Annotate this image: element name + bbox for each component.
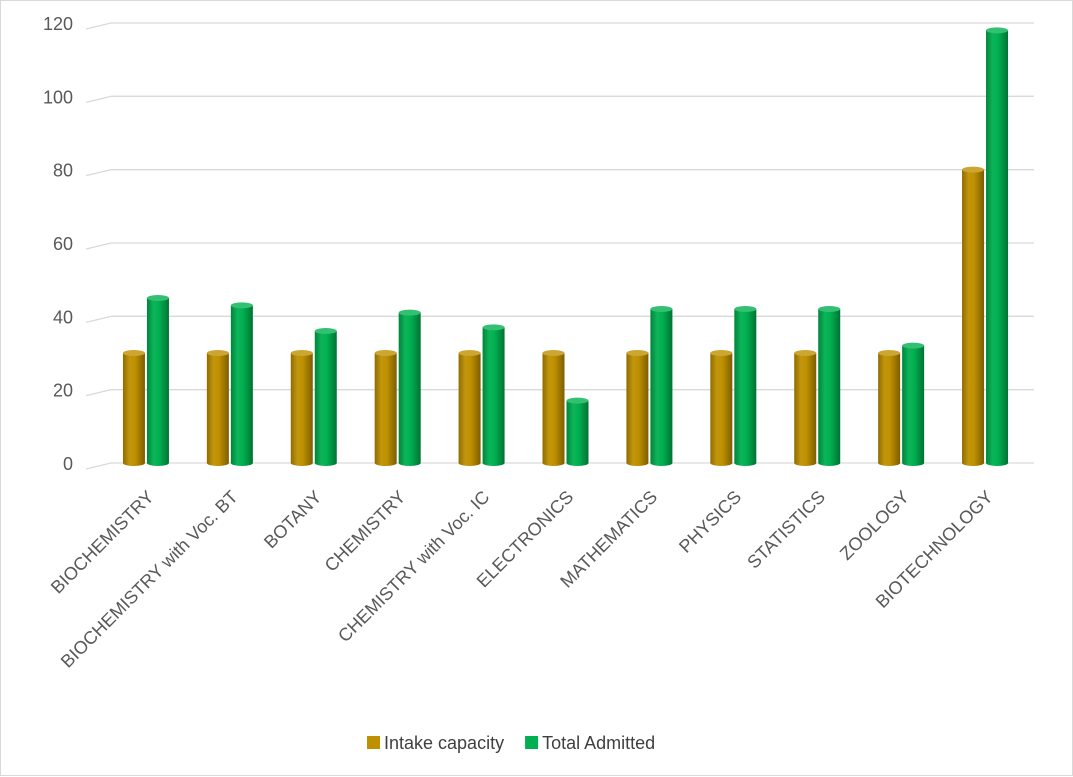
legend: Intake capacity Total Admitted — [367, 733, 655, 753]
x-tick-label: BIOCHEMISTRY with Voc. BT — [57, 487, 242, 672]
bar — [962, 166, 985, 466]
x-tick-label: ZOOLOGY — [836, 487, 913, 564]
bar — [566, 397, 589, 466]
gridline-depth — [85, 389, 112, 397]
bar — [794, 350, 817, 466]
bar — [146, 295, 169, 466]
bar — [650, 306, 673, 466]
y-tick-label: 0 — [63, 454, 73, 474]
gridline-depth — [85, 95, 112, 103]
bar — [206, 350, 229, 466]
gridline-depth — [85, 242, 112, 250]
bar — [458, 350, 481, 466]
gridlines — [85, 22, 1034, 470]
legend-label: Total Admitted — [542, 733, 655, 753]
bar — [314, 328, 337, 466]
y-axis: 0 20 40 60 80 100 120 — [43, 14, 73, 474]
legend-item: Total Admitted — [525, 733, 655, 753]
bar — [374, 350, 397, 466]
y-tick-label: 60 — [53, 234, 73, 254]
x-tick-label: CHEMISTRY — [321, 487, 410, 576]
bar — [818, 306, 841, 466]
gridline-depth — [85, 315, 112, 323]
x-tick-label: CHEMISTRY with Voc. IC — [334, 487, 493, 646]
bar — [986, 27, 1009, 466]
bar — [902, 342, 925, 466]
x-tick-label: BOTANY — [260, 487, 326, 553]
y-tick-label: 80 — [53, 161, 73, 181]
plot-area — [122, 27, 1009, 466]
legend-item: Intake capacity — [367, 733, 504, 753]
x-tick-label: PHYSICS — [675, 487, 745, 557]
bar — [734, 306, 757, 466]
legend-swatch — [367, 736, 380, 749]
x-tick-label: STATISTICS — [743, 487, 829, 573]
bar — [878, 350, 901, 466]
y-tick-label: 100 — [43, 87, 73, 107]
y-tick-label: 20 — [53, 381, 73, 401]
legend-label: Intake capacity — [384, 733, 504, 753]
legend-swatch — [525, 736, 539, 749]
bar — [542, 350, 565, 466]
bar — [626, 350, 649, 466]
y-tick-label: 40 — [53, 307, 73, 327]
y-tick-label: 120 — [43, 14, 73, 34]
bar — [230, 302, 253, 466]
bar — [398, 309, 421, 466]
gridline-depth — [85, 462, 112, 470]
gridline-depth — [85, 169, 112, 177]
gridline-depth — [85, 22, 112, 30]
bar — [122, 350, 145, 466]
bar — [710, 350, 733, 466]
bar — [482, 324, 505, 466]
bar — [290, 350, 313, 466]
